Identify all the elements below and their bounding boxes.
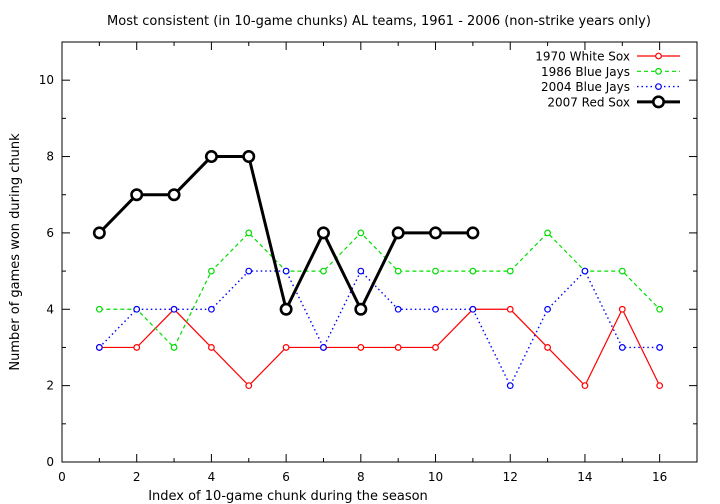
data-point bbox=[466, 226, 480, 240]
data-point bbox=[282, 344, 290, 351]
legend-marker bbox=[651, 95, 665, 109]
data-point bbox=[432, 305, 439, 313]
x-tick-label: 0 bbox=[58, 470, 66, 484]
legend-marker bbox=[655, 67, 662, 75]
series-line bbox=[99, 232, 661, 349]
series-line bbox=[98, 155, 473, 314]
data-point bbox=[133, 305, 141, 313]
y-tick-label: 0 bbox=[46, 455, 54, 469]
legend-marker bbox=[655, 83, 662, 90]
data-point bbox=[282, 267, 290, 275]
data-point bbox=[279, 302, 293, 316]
y-tick-label: 4 bbox=[46, 302, 54, 316]
data-point bbox=[170, 305, 178, 313]
data-point bbox=[506, 305, 514, 313]
x-tick-label: 4 bbox=[208, 470, 216, 484]
data-point bbox=[208, 344, 215, 351]
data-point bbox=[656, 382, 664, 390]
x-tick-label: 8 bbox=[357, 470, 365, 484]
x-tick-label: 10 bbox=[428, 470, 443, 484]
data-point bbox=[656, 344, 664, 351]
data-point bbox=[618, 267, 626, 275]
data-point bbox=[618, 344, 626, 351]
series-line bbox=[98, 269, 660, 388]
y-tick-label: 10 bbox=[39, 73, 54, 87]
data-point bbox=[170, 344, 178, 351]
data-point bbox=[95, 305, 103, 313]
data-point bbox=[544, 229, 551, 237]
data-point bbox=[245, 229, 253, 237]
data-point bbox=[354, 302, 368, 316]
data-point bbox=[320, 267, 327, 275]
legend-label: 1986 Blue Jays bbox=[541, 65, 630, 79]
data-point bbox=[432, 267, 439, 275]
series-1986-blue-jays bbox=[95, 229, 664, 351]
data-point bbox=[245, 382, 253, 390]
data-point bbox=[391, 226, 405, 240]
x-tick-label: 12 bbox=[503, 470, 518, 484]
data-point bbox=[357, 344, 365, 351]
data-point bbox=[506, 267, 514, 275]
data-point bbox=[133, 344, 141, 351]
y-axis-label: Number of games won during chunk bbox=[8, 133, 23, 371]
data-point bbox=[95, 344, 103, 351]
data-point bbox=[544, 305, 551, 313]
data-point bbox=[581, 382, 589, 390]
y-tick-label: 2 bbox=[46, 379, 54, 393]
data-point bbox=[394, 267, 402, 275]
data-point bbox=[432, 344, 439, 351]
data-point bbox=[357, 229, 365, 237]
data-point bbox=[316, 226, 330, 240]
series-2007-red-sox bbox=[92, 150, 480, 316]
legend-label: 2007 Red Sox bbox=[547, 95, 630, 109]
data-point bbox=[656, 305, 664, 313]
data-point bbox=[429, 226, 443, 240]
data-point bbox=[394, 344, 402, 351]
data-point bbox=[130, 188, 144, 202]
series-1970-white-sox bbox=[95, 305, 664, 390]
plot-frame bbox=[61, 41, 698, 463]
series-line bbox=[99, 307, 661, 387]
axes: 0 2 4 6 8 10 12 14 16 0 2 4 6 8 10 bbox=[39, 41, 698, 484]
data-point bbox=[320, 344, 327, 351]
data-point bbox=[167, 188, 181, 202]
legend-marker bbox=[655, 52, 662, 60]
x-tick-label: 16 bbox=[652, 470, 667, 484]
chart-title: Most consistent (in 10-game chunks) AL t… bbox=[107, 14, 651, 29]
data-point bbox=[581, 267, 589, 275]
legend-label: 2004 Blue Jays bbox=[541, 80, 630, 94]
data-point bbox=[242, 150, 256, 164]
x-axis-label: Index of 10-game chunk during the season bbox=[148, 489, 428, 504]
y-tick-label: 6 bbox=[46, 226, 54, 240]
data-point bbox=[208, 305, 215, 313]
x-tick-label: 14 bbox=[577, 470, 592, 484]
legend-label: 1970 White Sox bbox=[535, 50, 630, 64]
x-tick-label: 2 bbox=[133, 470, 141, 484]
x-tick-label: 6 bbox=[282, 470, 290, 484]
data-point bbox=[469, 267, 477, 275]
data-point bbox=[469, 305, 477, 313]
data-point bbox=[208, 267, 215, 275]
data-point bbox=[92, 226, 106, 240]
series-layer bbox=[92, 150, 664, 390]
y-tick-label: 8 bbox=[46, 150, 54, 164]
series-2004-blue-jays bbox=[95, 267, 664, 390]
data-point bbox=[506, 382, 514, 390]
data-point bbox=[394, 305, 402, 313]
data-point bbox=[245, 267, 253, 275]
data-point bbox=[357, 267, 365, 275]
data-point bbox=[204, 150, 218, 164]
data-point bbox=[544, 344, 551, 351]
data-point bbox=[618, 305, 626, 313]
